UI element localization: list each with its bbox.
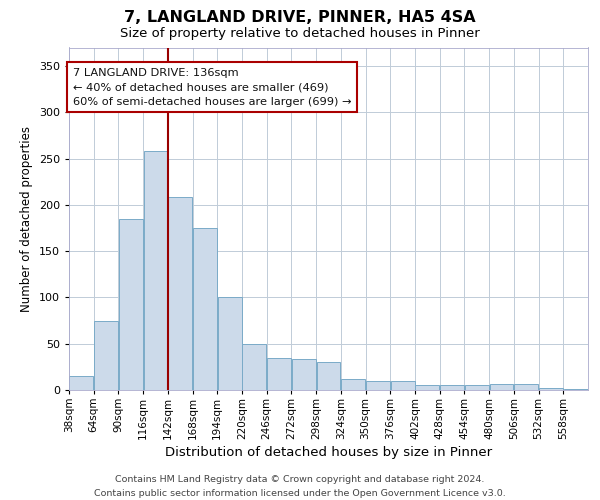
Bar — [143, 151, 167, 390]
Text: 7 LANGLAND DRIVE: 136sqm
← 40% of detached houses are smaller (469)
60% of semi-: 7 LANGLAND DRIVE: 136sqm ← 40% of detach… — [73, 68, 352, 106]
Bar — [218, 298, 242, 390]
Bar — [366, 380, 390, 390]
Bar — [465, 386, 489, 390]
Bar — [563, 389, 587, 390]
Text: Size of property relative to detached houses in Pinner: Size of property relative to detached ho… — [120, 28, 480, 40]
Bar — [341, 379, 365, 390]
X-axis label: Distribution of detached houses by size in Pinner: Distribution of detached houses by size … — [165, 446, 492, 459]
Bar — [119, 219, 143, 390]
Y-axis label: Number of detached properties: Number of detached properties — [20, 126, 33, 312]
Bar — [94, 320, 118, 390]
Bar — [168, 198, 192, 390]
Bar — [415, 386, 439, 390]
Bar — [70, 376, 94, 390]
Bar — [193, 228, 217, 390]
Bar — [539, 388, 563, 390]
Bar — [514, 384, 538, 390]
Text: Contains HM Land Registry data © Crown copyright and database right 2024.
Contai: Contains HM Land Registry data © Crown c… — [94, 476, 506, 498]
Bar — [317, 362, 340, 390]
Bar — [490, 384, 514, 390]
Bar — [267, 358, 291, 390]
Text: 7, LANGLAND DRIVE, PINNER, HA5 4SA: 7, LANGLAND DRIVE, PINNER, HA5 4SA — [124, 10, 476, 25]
Bar — [292, 360, 316, 390]
Bar — [242, 344, 266, 390]
Bar — [440, 386, 464, 390]
Bar — [391, 380, 415, 390]
